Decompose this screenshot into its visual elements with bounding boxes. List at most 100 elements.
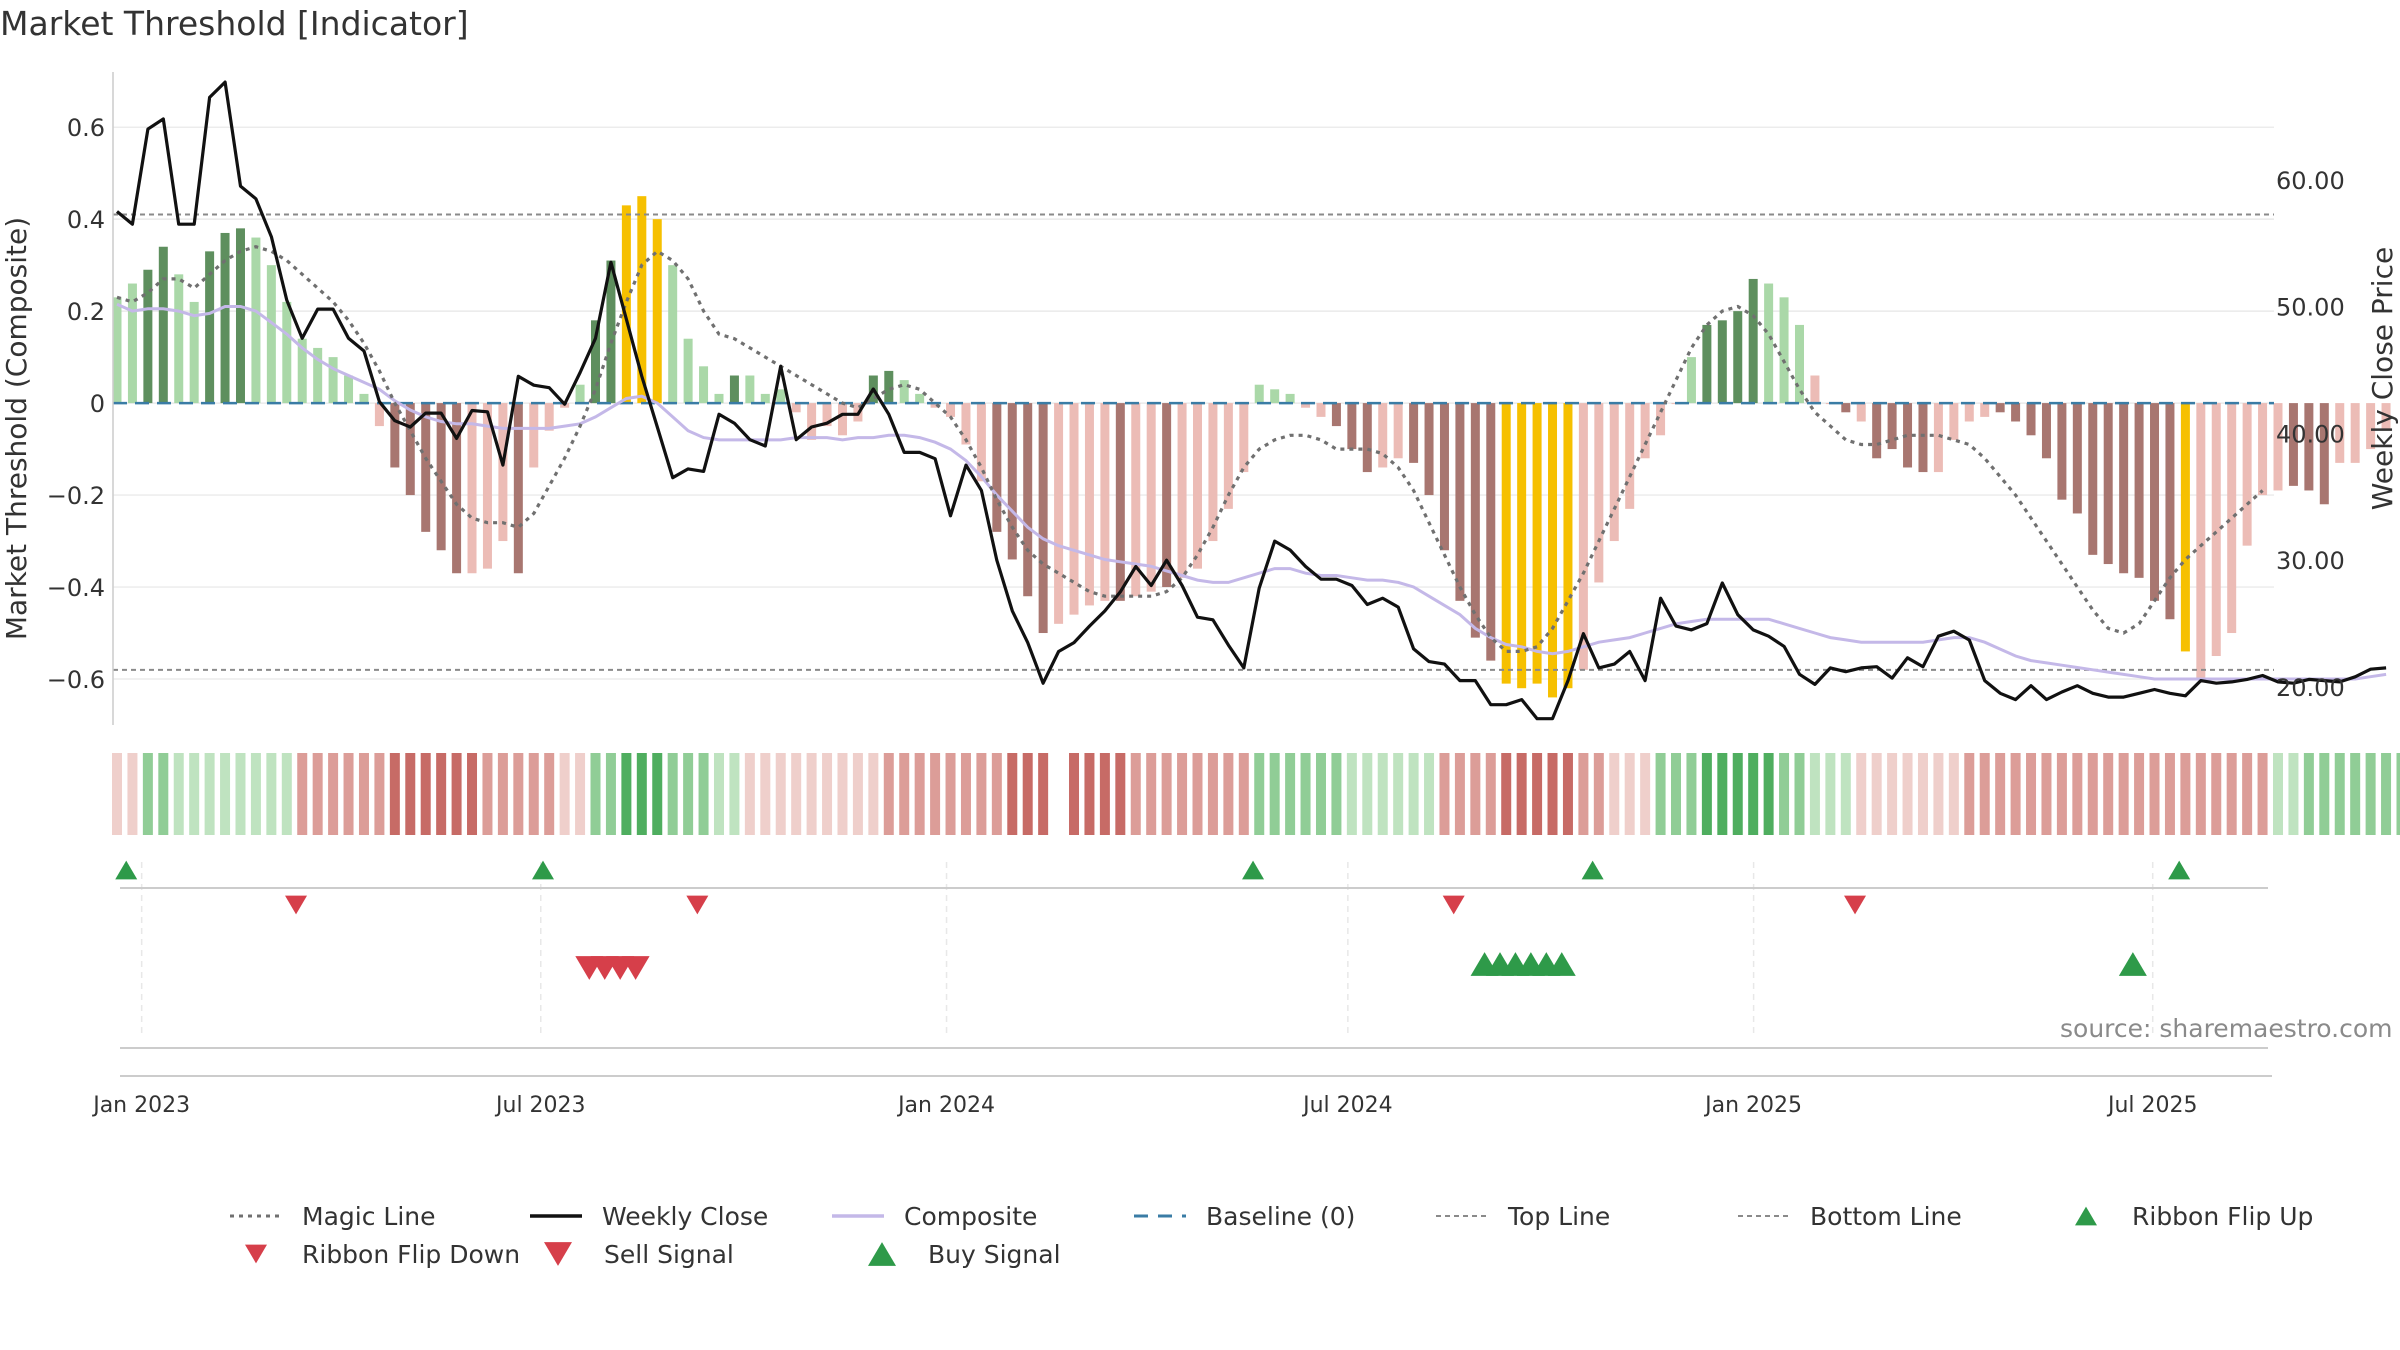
ribbon-cell — [374, 753, 385, 835]
composite-bar — [482, 403, 492, 569]
composite-bar — [637, 196, 647, 404]
legend-swatch — [245, 1244, 267, 1264]
ribbon-cell — [2365, 753, 2376, 835]
composite-bar — [976, 403, 986, 482]
ribbon-cell — [1161, 753, 1172, 835]
ribbon-cell — [1624, 753, 1635, 835]
composite-bar — [1069, 403, 1079, 615]
signal-panel: Jan 2023 Jul 2023 Jan 2024 Jul 2024 Jan 2025… — [91, 860, 2272, 1118]
composite-bar — [668, 265, 678, 404]
composite-bar — [1270, 389, 1280, 404]
composite-bar — [2134, 403, 2144, 578]
composite-bar — [2258, 403, 2268, 496]
ribbon-cell — [1532, 753, 1543, 835]
magic-line — [116, 245, 2264, 653]
composite-bar — [2350, 403, 2360, 463]
composite-bar — [529, 403, 539, 468]
ribbon-cell — [2273, 753, 2283, 835]
composite-bar — [1918, 403, 1928, 473]
composite-bar — [421, 403, 431, 532]
ribbon-flip-up-marker — [115, 860, 138, 880]
composite-bar — [699, 366, 709, 404]
legend-swatch — [832, 1214, 884, 1218]
ribbon-cell — [1856, 753, 1867, 835]
ribbon-cell — [1300, 753, 1311, 835]
ribbon-cell — [1485, 753, 1496, 835]
ribbon-cell — [2118, 753, 2129, 835]
ribbon-cell — [2226, 753, 2237, 835]
ribbon-cell — [2381, 753, 2392, 835]
composite-bar — [1501, 403, 1511, 684]
ribbon-cell — [1686, 753, 1697, 835]
ribbon-cell — [590, 753, 601, 835]
buy-signal-marker — [1547, 952, 1576, 976]
composite-bar — [1393, 403, 1403, 459]
legend-item: Magic Line — [228, 1198, 436, 1234]
composite-bar — [359, 393, 369, 404]
composite-bar — [729, 375, 739, 404]
ribbon-cell — [2149, 753, 2160, 835]
composite-bar — [2011, 403, 2021, 422]
composite-bar — [143, 269, 153, 404]
composite-bar — [1409, 403, 1419, 463]
ribbon-cell — [1501, 753, 1512, 835]
ribbon-cell — [142, 753, 153, 835]
composite-bar — [1054, 403, 1064, 624]
y-tick-label: −0.6 — [47, 666, 105, 694]
ribbon-cell — [1933, 753, 1944, 835]
composite-bar — [1347, 403, 1357, 450]
ribbon-flip-up-marker — [531, 860, 554, 880]
ribbon-cell — [2195, 753, 2206, 835]
ribbon-cell — [1995, 753, 2006, 835]
composite-bar — [220, 232, 230, 404]
composite-bar — [2319, 403, 2329, 505]
x-tick-label: Jul 2024 — [1301, 1093, 1393, 1118]
source-note: source: sharemaestro.com — [2060, 1014, 2393, 1043]
ribbon-cell — [1315, 753, 1326, 835]
composite-bar — [961, 403, 971, 445]
composite-bar — [591, 320, 601, 404]
composite-bar — [1532, 403, 1542, 684]
composite-bar — [2150, 403, 2160, 601]
legend-item: Composite — [830, 1198, 1037, 1234]
ribbon-cell — [158, 753, 169, 835]
composite-bar — [791, 403, 801, 413]
ribbon-cell — [220, 753, 231, 835]
composite-bar — [1084, 403, 1094, 606]
ribbon-cell — [1393, 753, 1404, 835]
ribbon-cell — [1655, 753, 1666, 835]
composite-bar — [1239, 403, 1249, 473]
ribbon-cell — [775, 753, 786, 835]
legend-label: Weekly Close — [602, 1201, 769, 1231]
composite-bar — [930, 403, 940, 408]
composite-bar — [2072, 403, 2082, 514]
ribbon-cell — [2396, 753, 2400, 835]
ribbon-flip-down-marker — [1442, 895, 1465, 915]
ribbon-cell — [1439, 753, 1450, 835]
composite-bar — [374, 403, 384, 427]
ribbon-cell — [1964, 753, 1975, 835]
composite-bar — [2088, 403, 2098, 555]
composite-bar — [1903, 403, 1913, 468]
composite-bar — [1717, 320, 1727, 404]
composite-bar — [1177, 403, 1187, 578]
composite-bar — [992, 403, 1002, 532]
y2-tick-label: 40.00 — [2276, 420, 2345, 448]
ribbon-cell — [127, 753, 138, 835]
composite-bar — [915, 393, 925, 404]
ribbon-cell — [1871, 753, 1882, 835]
ribbon-cell — [852, 753, 863, 835]
composite-bar — [807, 403, 817, 440]
composite-bar — [2180, 403, 2190, 652]
legend-swatch — [544, 1242, 572, 1266]
x-tick-label: Jul 2025 — [2106, 1093, 2198, 1118]
ribbon-cell — [1115, 753, 1126, 835]
ribbon-cell — [2026, 753, 2037, 835]
ribbon-cell — [1578, 753, 1589, 835]
composite-bar — [822, 403, 832, 427]
ribbon-cell — [698, 753, 709, 835]
ribbon-cell — [868, 753, 879, 835]
ribbon-cell — [2288, 753, 2299, 835]
composite-bar — [2119, 403, 2129, 574]
